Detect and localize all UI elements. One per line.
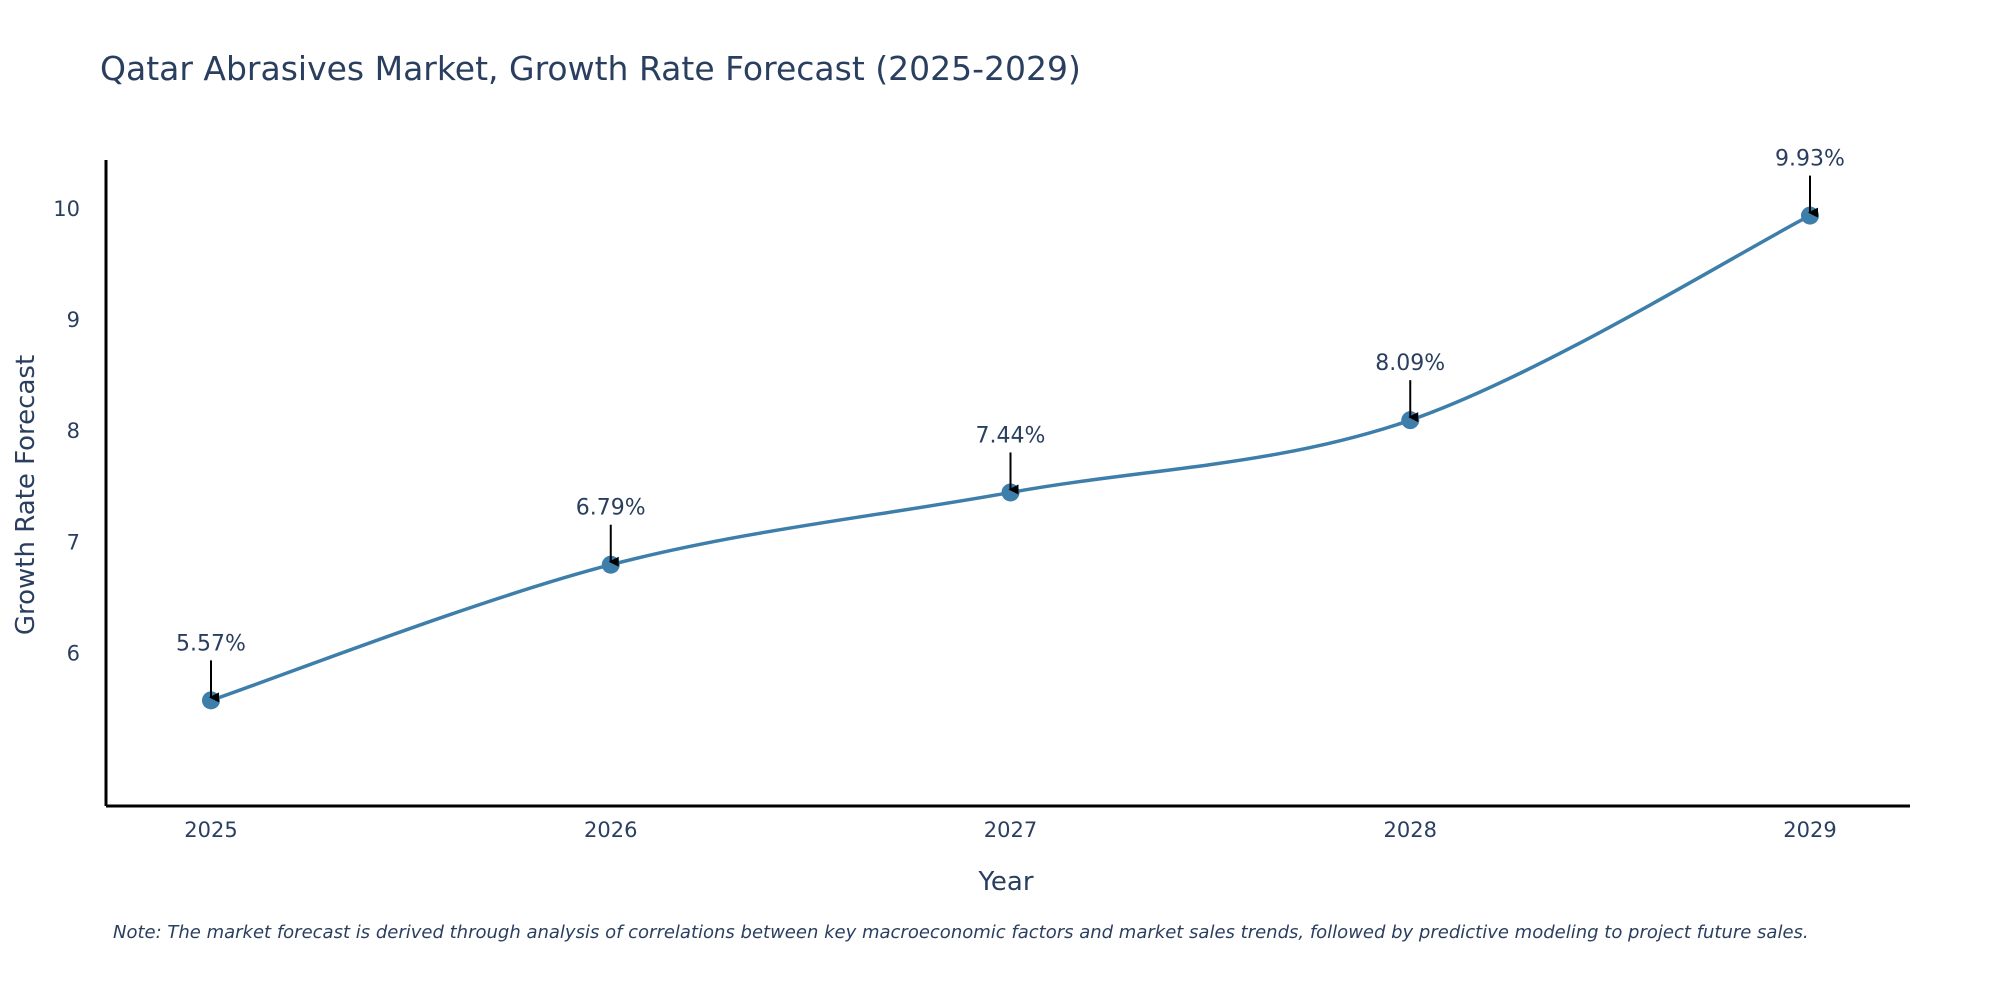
x-axis-ticks: 2025 2026 2027 2028 2029 bbox=[184, 818, 1836, 842]
data-label-2027: 7.44% bbox=[976, 423, 1046, 448]
x-tick-label-2027: 2027 bbox=[984, 818, 1037, 842]
x-axis-title: Year bbox=[977, 867, 1033, 897]
y-tick-label-10: 10 bbox=[53, 197, 80, 221]
data-label-2028: 8.09% bbox=[1375, 351, 1445, 376]
x-tick-label-2025: 2025 bbox=[184, 818, 237, 842]
data-annotations: 5.57% 6.79% 7.44% 8.09% 9.93% bbox=[176, 147, 1845, 703]
x-tick-label-2026: 2026 bbox=[584, 818, 637, 842]
data-label-2026: 6.79% bbox=[576, 496, 646, 521]
x-tick-label-2028: 2028 bbox=[1384, 818, 1437, 842]
y-tick-label-6: 6 bbox=[67, 642, 80, 666]
data-label-2025: 5.57% bbox=[176, 631, 246, 656]
footnote: Note: The market forecast is derived thr… bbox=[113, 922, 1809, 943]
y-axis-ticks: 6 7 8 9 10 bbox=[53, 197, 80, 666]
y-tick-label-7: 7 bbox=[67, 530, 80, 554]
chart-title: Qatar Abrasives Market, Growth Rate Fore… bbox=[100, 49, 1081, 88]
x-tick-label-2029: 2029 bbox=[1783, 818, 1836, 842]
data-label-2029: 9.93% bbox=[1775, 147, 1845, 172]
y-tick-label-9: 9 bbox=[67, 308, 80, 332]
y-axis-title: Growth Rate Forecast bbox=[11, 355, 41, 635]
y-tick-label-8: 8 bbox=[67, 419, 80, 443]
